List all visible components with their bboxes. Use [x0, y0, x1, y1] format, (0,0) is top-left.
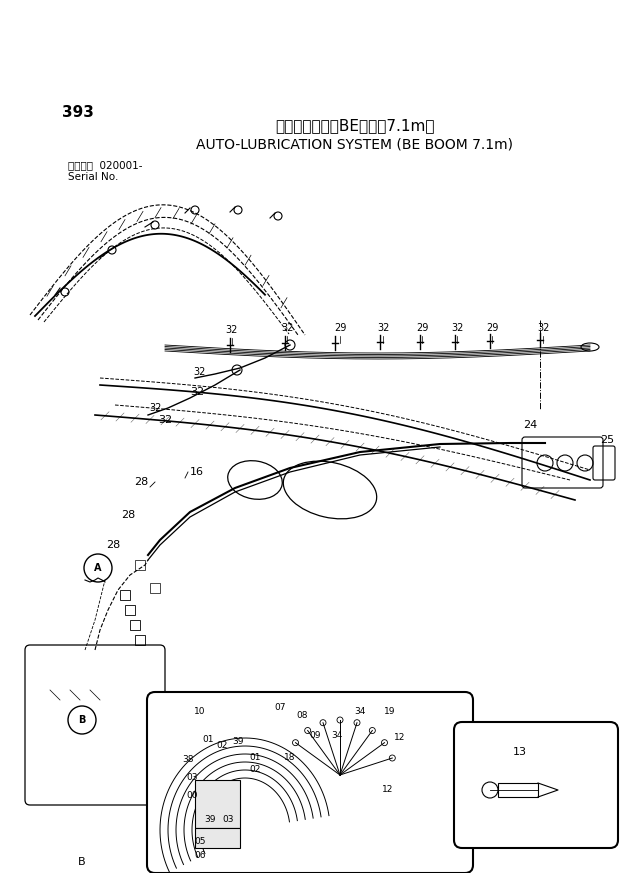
Text: 32: 32 [451, 323, 463, 333]
Text: 32: 32 [158, 415, 172, 425]
Text: 32: 32 [226, 325, 238, 335]
Text: 39: 39 [232, 738, 244, 746]
Text: 32: 32 [281, 323, 293, 333]
Text: 08: 08 [296, 711, 308, 719]
Text: 29: 29 [416, 323, 428, 333]
Text: 32: 32 [190, 387, 204, 397]
Text: 32: 32 [194, 367, 206, 377]
Text: 28: 28 [106, 540, 120, 550]
Text: B: B [78, 857, 86, 867]
Text: A: A [94, 563, 102, 573]
Text: 12: 12 [383, 786, 394, 794]
Text: 03: 03 [186, 773, 198, 782]
Bar [120, 590, 130, 600]
Text: 07: 07 [274, 704, 286, 712]
Bar [150, 582, 160, 593]
Bar [498, 783, 538, 797]
Text: 適用号機  020001-: 適用号機 020001- [68, 160, 143, 170]
Text: 28: 28 [121, 510, 135, 520]
Bar [135, 635, 145, 645]
Text: 28: 28 [134, 477, 148, 487]
Text: 00: 00 [186, 790, 198, 800]
Text: B: B [78, 715, 86, 725]
Text: 01: 01 [249, 753, 261, 761]
Text: 24: 24 [523, 420, 537, 430]
Text: 03: 03 [222, 815, 234, 824]
Text: Serial No.: Serial No. [68, 172, 118, 182]
Text: 393: 393 [62, 105, 94, 120]
FancyBboxPatch shape [147, 692, 473, 873]
Text: 05: 05 [194, 837, 206, 847]
Text: 34: 34 [354, 707, 366, 717]
FancyBboxPatch shape [454, 722, 618, 848]
Bar [135, 560, 145, 570]
Text: 01: 01 [202, 735, 214, 745]
Text: AUTO-LUBRICATION SYSTEM (BE BOOM 7.1m): AUTO-LUBRICATION SYSTEM (BE BOOM 7.1m) [197, 137, 513, 151]
Text: 32: 32 [149, 403, 161, 413]
Text: 18: 18 [284, 753, 296, 761]
Text: 02: 02 [249, 766, 260, 774]
Bar [125, 605, 135, 615]
Text: 16: 16 [190, 467, 204, 477]
Text: 25: 25 [600, 435, 614, 445]
Bar [195, 780, 240, 828]
Text: 34: 34 [331, 731, 343, 739]
Text: 29: 29 [486, 323, 498, 333]
Text: 02: 02 [216, 740, 228, 750]
Bar [130, 620, 140, 630]
Text: 39: 39 [204, 815, 216, 824]
Text: 10: 10 [194, 707, 206, 717]
Bar [195, 828, 240, 848]
Text: 12: 12 [394, 733, 405, 743]
Text: 19: 19 [384, 707, 396, 717]
Text: 32: 32 [537, 323, 549, 333]
Text: 06: 06 [194, 850, 206, 860]
Text: 13: 13 [513, 747, 527, 757]
Text: 32: 32 [377, 323, 389, 333]
Text: 09: 09 [309, 731, 321, 739]
Text: 自動給脹装置（BEブーム7.1m）: 自動給脹装置（BEブーム7.1m） [275, 118, 435, 133]
Text: 29: 29 [334, 323, 346, 333]
Text: 38: 38 [182, 755, 193, 765]
